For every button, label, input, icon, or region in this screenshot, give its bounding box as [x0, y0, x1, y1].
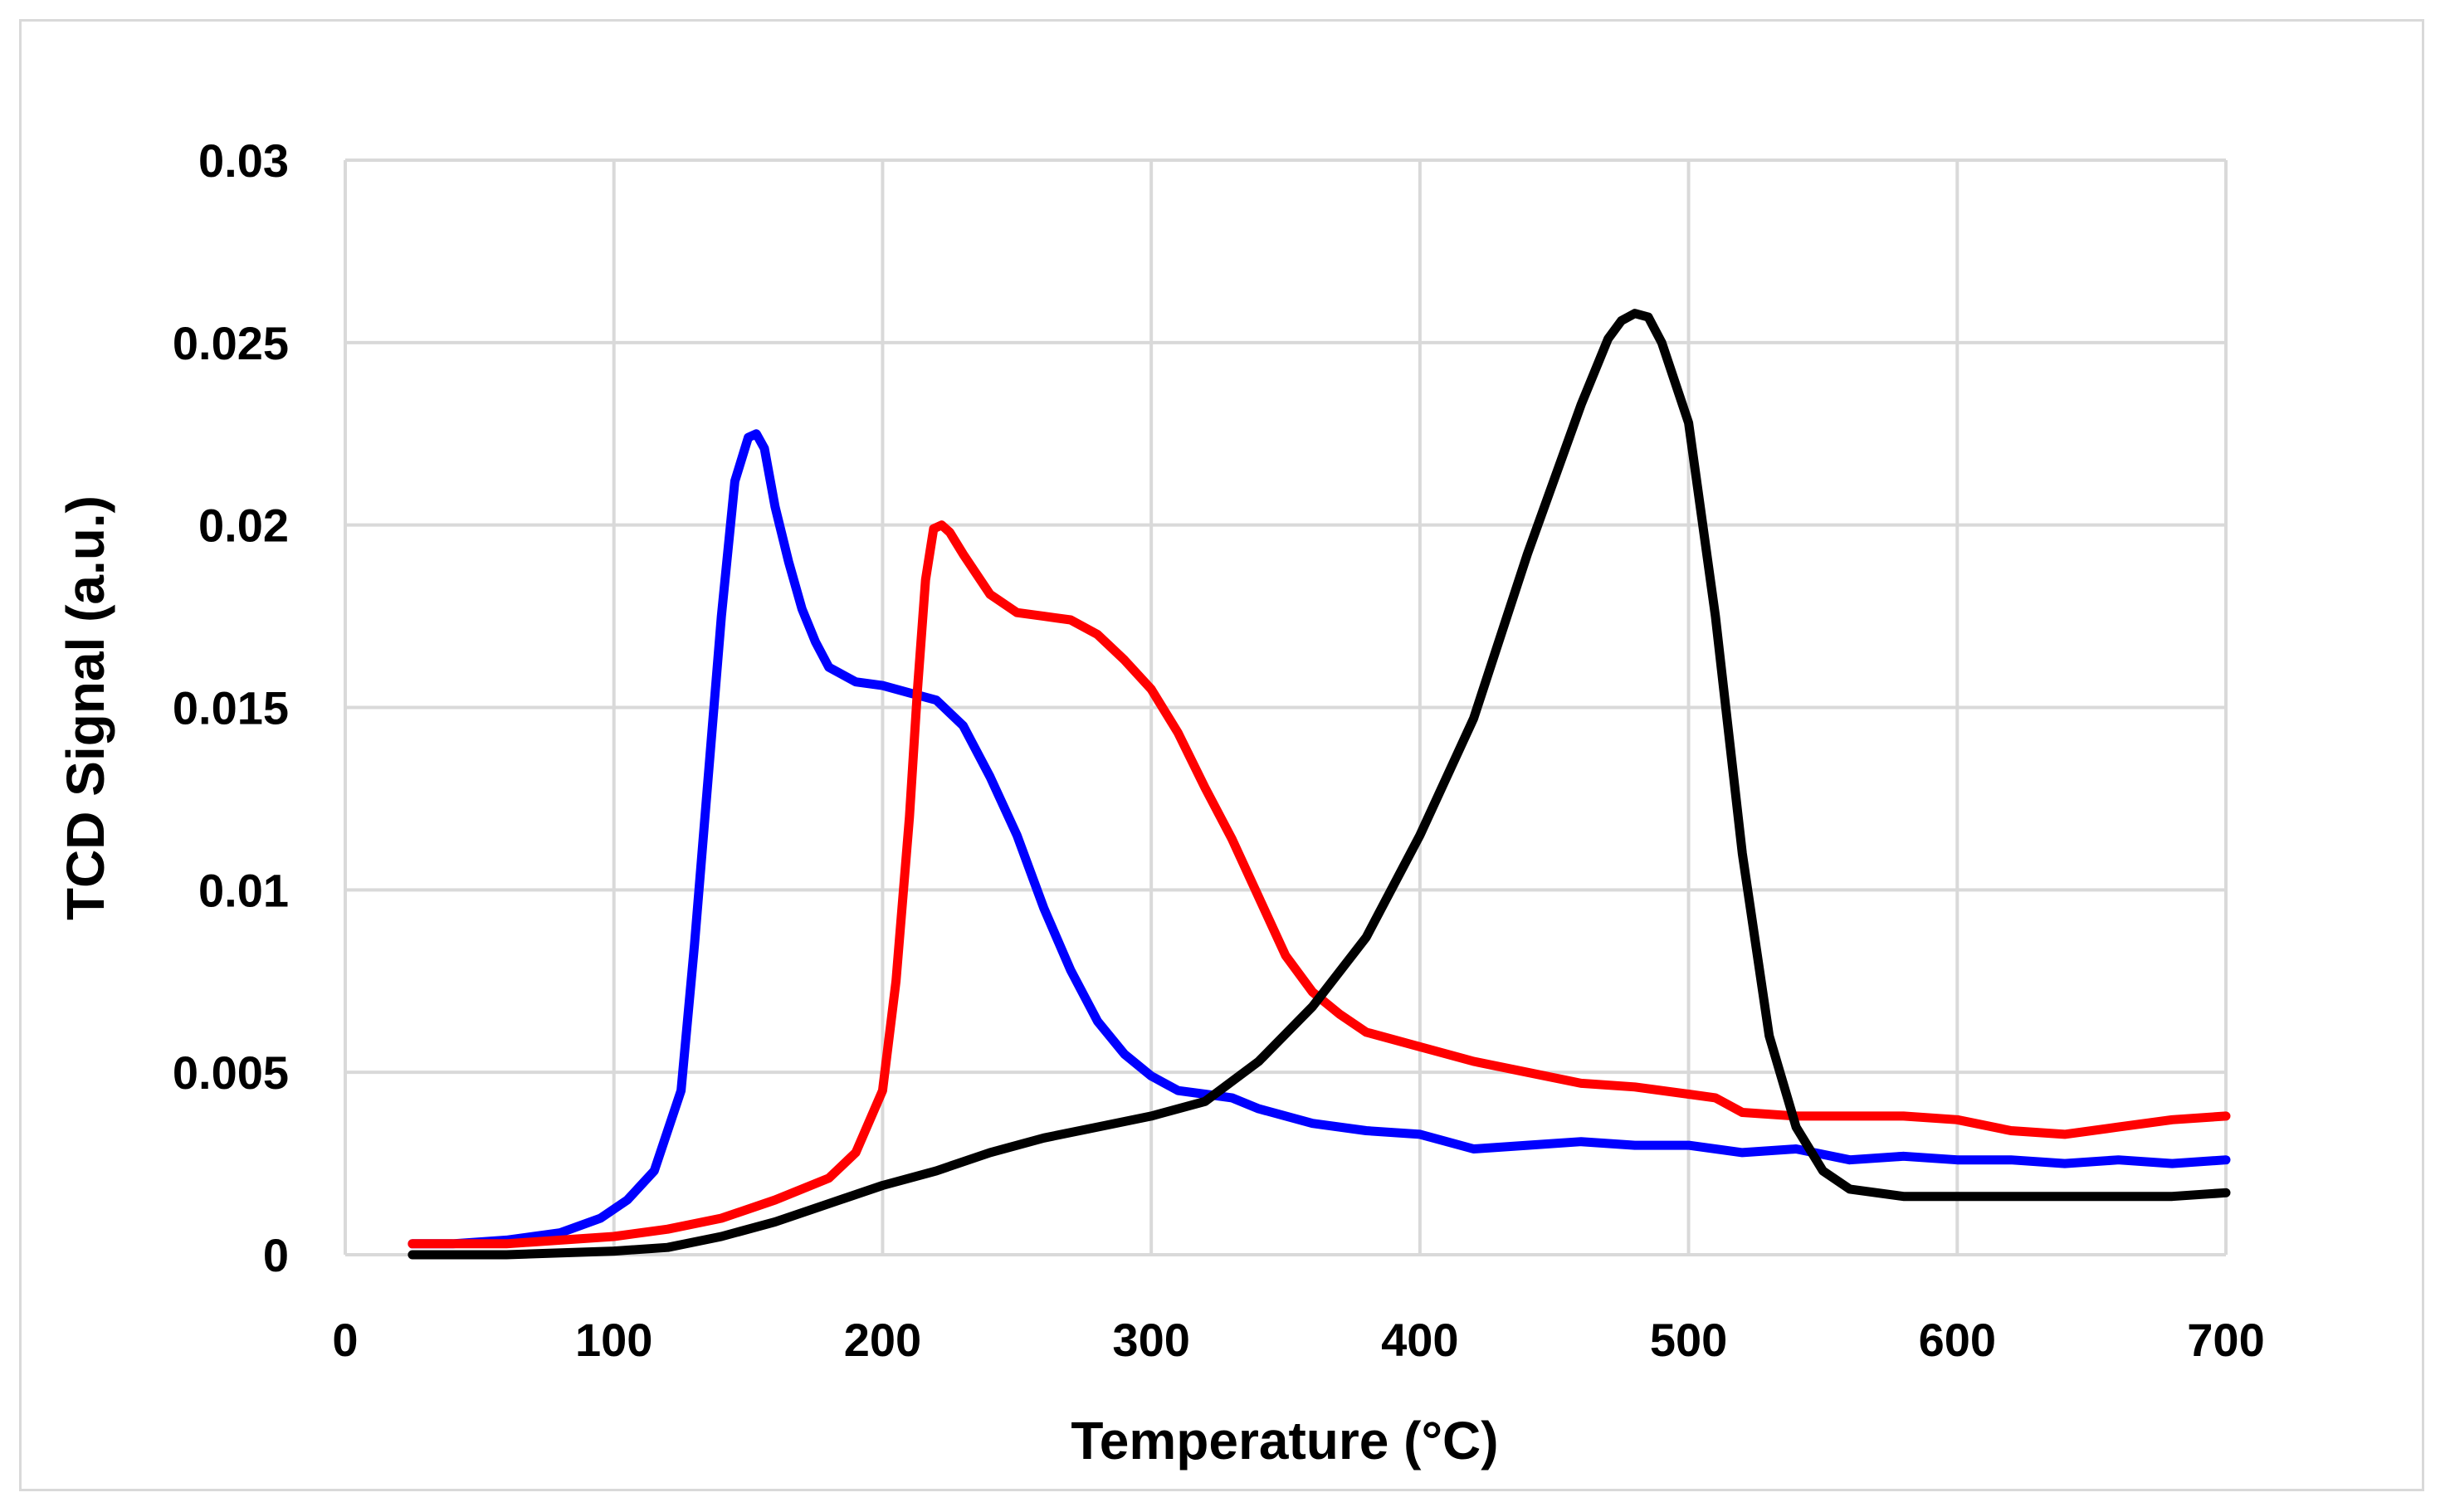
x-tick-label: 100 — [575, 1314, 652, 1366]
series-lines — [408, 309, 2231, 1260]
x-tick-label: 600 — [1919, 1314, 1996, 1366]
y-tick-label: 0.015 — [173, 682, 289, 734]
y-axis-title: TCD Signal (a.u.) — [56, 495, 115, 920]
y-tick-label: 0.02 — [198, 500, 289, 552]
x-tick-label: 300 — [1112, 1314, 1189, 1366]
x-tick-label: 200 — [844, 1314, 921, 1366]
y-tick-label: 0.025 — [173, 317, 289, 369]
x-axis-ticks: 0 100 200 300 400 500 600 700 — [332, 1314, 2264, 1366]
series-line-blue — [408, 429, 2231, 1249]
series-line-black — [408, 309, 2231, 1260]
x-axis-title: Temperature (°C) — [1071, 1411, 1498, 1471]
y-tick-label: 0.01 — [198, 864, 289, 916]
series-line-red — [408, 520, 2231, 1249]
y-tick-label: 0 — [263, 1229, 289, 1281]
x-tick-label: 700 — [2187, 1314, 2264, 1366]
y-tick-label: 0.005 — [173, 1046, 289, 1099]
x-tick-label: 500 — [1650, 1314, 1727, 1366]
y-axis-ticks: 0 0.005 0.01 0.015 0.02 0.025 0.03 — [173, 134, 289, 1281]
y-tick-label: 0.03 — [198, 134, 289, 187]
x-tick-label: 400 — [1381, 1314, 1458, 1366]
gridlines — [344, 159, 2228, 1256]
x-tick-label: 0 — [332, 1314, 358, 1366]
